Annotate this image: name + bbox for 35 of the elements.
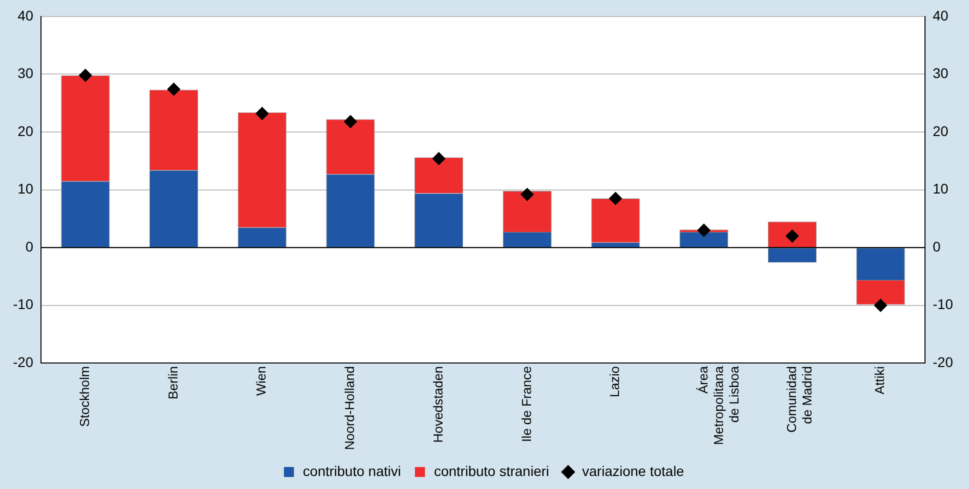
x-tick-label: Ile de France bbox=[518, 366, 534, 442]
legend-label: contributo nativi bbox=[302, 462, 401, 479]
point bbox=[78, 68, 92, 82]
y2-tick-label: -20 bbox=[932, 354, 954, 370]
x-tick-label: Noord-Holland bbox=[342, 366, 358, 450]
x-tick-label: Hovedstaden bbox=[430, 366, 446, 443]
y-tick-label: 0 bbox=[25, 238, 34, 254]
y-tick-label: 40 bbox=[18, 7, 34, 24]
point bbox=[256, 107, 269, 120]
legend-label: variazione totale bbox=[582, 462, 684, 479]
point bbox=[609, 192, 622, 205]
y2-tick-label: 20 bbox=[932, 122, 949, 139]
point bbox=[167, 82, 180, 96]
x-tick-label: Wien bbox=[254, 366, 269, 396]
x-tick-label: Berlin bbox=[165, 366, 180, 400]
y-tick-label: 20 bbox=[18, 122, 34, 139]
y-tick-label: -20 bbox=[13, 354, 34, 370]
y2-tick-label: 10 bbox=[932, 180, 949, 197]
y2-tick-label: 0 bbox=[932, 238, 941, 254]
y2-tick-label: -10 bbox=[932, 296, 954, 312]
x-tick-label: Área Metropolitana de Lisboa bbox=[695, 365, 742, 445]
y-tick-label: 10 bbox=[18, 180, 34, 197]
y-tick-label: 30 bbox=[18, 65, 34, 82]
y2-tick-label: 40 bbox=[932, 7, 949, 24]
point bbox=[697, 224, 710, 237]
point bbox=[432, 152, 446, 166]
y-tick-label: -10 bbox=[13, 296, 34, 312]
point bbox=[520, 188, 534, 201]
x-tick-label: Stockholm bbox=[76, 366, 92, 427]
x-tick-label: Lazio bbox=[607, 366, 622, 398]
point bbox=[874, 298, 888, 312]
y2-tick-label: 30 bbox=[932, 65, 949, 82]
x-tick-label: Attiki bbox=[872, 366, 888, 394]
legend-label: contributo stranieri bbox=[434, 462, 550, 479]
point bbox=[344, 115, 357, 128]
